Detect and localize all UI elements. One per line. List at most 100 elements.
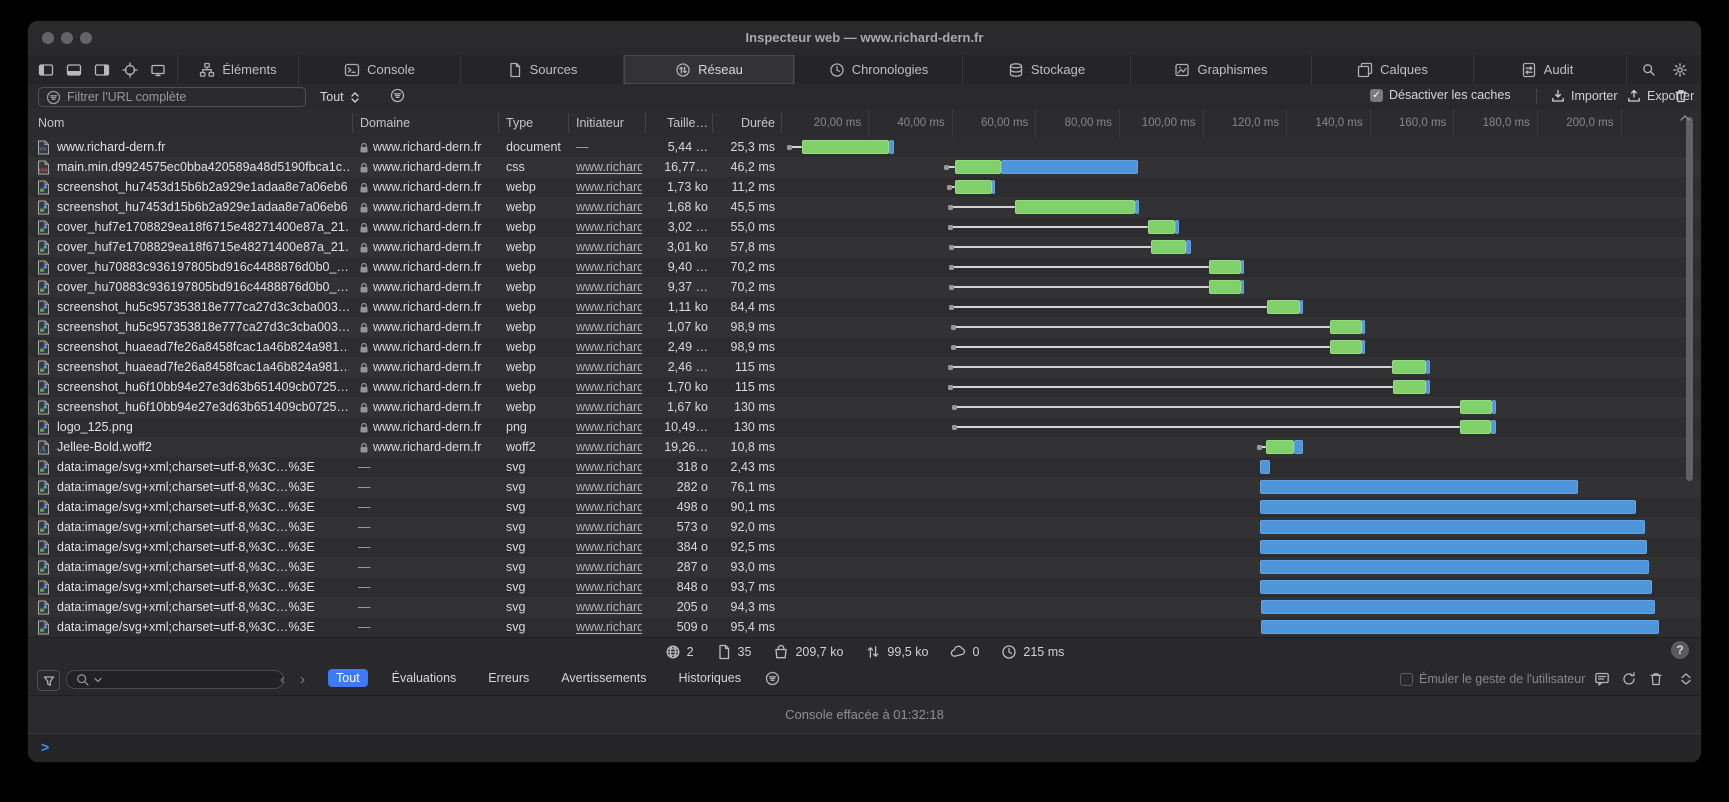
waterfall-bar-blue[interactable] xyxy=(1259,500,1637,514)
table-row[interactable]: logo_125.png www.richard-dern.fr png www.ri… xyxy=(28,417,1699,437)
waterfall-bar-green[interactable] xyxy=(1329,320,1362,334)
table-row[interactable]: A Jellee-Bold.woff2 www.richard-dern.fr wof… xyxy=(28,437,1699,457)
waterfall-bar-blue[interactable] xyxy=(1260,620,1660,634)
waterfall-bar-green[interactable] xyxy=(1391,360,1427,374)
table-row[interactable]: cover_hu70883c936197805bd916c4488876d0b0… xyxy=(28,257,1699,277)
column-header-domain[interactable]: Domaine xyxy=(360,116,411,130)
console-activity-icon[interactable] xyxy=(1621,671,1637,692)
request-initiator[interactable]: www.richard-d… xyxy=(576,380,642,394)
tab-graphics[interactable]: Graphismes xyxy=(1130,55,1311,84)
minimize-window-button[interactable] xyxy=(61,32,73,44)
search-icon[interactable] xyxy=(1639,60,1658,79)
help-button[interactable]: ? xyxy=(1671,641,1689,659)
waterfall-bar-green[interactable] xyxy=(1459,420,1491,434)
clear-network-button[interactable] xyxy=(1673,88,1689,104)
waterfall-bar-green[interactable] xyxy=(1015,200,1135,214)
waterfall-bar-blue[interactable] xyxy=(1492,400,1496,414)
waterfall-bar-green[interactable] xyxy=(955,160,1001,174)
request-initiator[interactable]: www.richard-d… xyxy=(576,460,642,474)
vertical-scrollbar-thumb[interactable] xyxy=(1686,117,1693,481)
console-forward-button[interactable]: › xyxy=(300,671,305,688)
tab-elements[interactable]: Éléments xyxy=(177,55,298,84)
console-scope-tout[interactable]: Tout xyxy=(328,669,368,687)
emulate-user-gesture-toggle[interactable]: Émuler le geste de l'utilisateur xyxy=(1400,672,1585,686)
console-prompt-row[interactable]: > xyxy=(28,733,1701,762)
table-row[interactable]: css main.min.d9924575ec0bba420589a48d5190… xyxy=(28,157,1699,177)
request-initiator[interactable]: www.richard-d… xyxy=(576,580,642,594)
table-row[interactable]: data:image/svg+xml;charset=utf-8,%3C…%3E… xyxy=(28,597,1699,617)
request-initiator[interactable]: www.richard-d… xyxy=(576,300,642,314)
table-row[interactable]: data:image/svg+xml;charset=utf-8,%3C…%3E… xyxy=(28,577,1699,597)
waterfall-bar-blue[interactable] xyxy=(889,140,894,154)
console-filter-menu-icon[interactable] xyxy=(765,671,780,686)
console-messages-icon[interactable] xyxy=(1594,671,1610,692)
dock-right-icon[interactable] xyxy=(92,60,111,79)
table-row[interactable]: data:image/svg+xml;charset=utf-8,%3C…%3E… xyxy=(28,537,1699,557)
table-row[interactable]: data:image/svg+xml;charset=utf-8,%3C…%3E… xyxy=(28,477,1699,497)
tab-storage[interactable]: Stockage xyxy=(962,55,1130,84)
request-initiator[interactable]: www.richard-d… xyxy=(576,240,642,254)
waterfall-bar-green[interactable] xyxy=(802,140,889,154)
table-row[interactable]: screenshot_hu7453d15b6b2a929e1adaa8e7a06… xyxy=(28,197,1699,217)
console-scope-évaluations[interactable]: Évaluations xyxy=(391,671,457,685)
waterfall-bar-blue[interactable] xyxy=(1260,520,1645,534)
console-scope-avertissements[interactable]: Avertissements xyxy=(561,671,647,685)
request-initiator[interactable]: www.richard-d… xyxy=(576,260,642,274)
waterfall-bar-blue[interactable] xyxy=(1361,320,1366,334)
waterfall-bar-blue[interactable] xyxy=(1260,580,1652,594)
column-header-type[interactable]: Type xyxy=(506,116,534,130)
request-initiator[interactable]: www.richard-d… xyxy=(576,160,642,174)
console-scope-button[interactable] xyxy=(37,670,60,691)
gear-icon[interactable] xyxy=(1670,60,1689,79)
table-row[interactable]: data:image/svg+xml;charset=utf-8,%3C…%3E… xyxy=(28,457,1699,477)
request-initiator[interactable]: www.richard-d… xyxy=(576,480,642,494)
tab-layers[interactable]: Calques xyxy=(1311,55,1473,84)
tab-timelines[interactable]: Chronologies xyxy=(794,55,962,84)
waterfall-bar-blue[interactable] xyxy=(1186,240,1192,254)
waterfall-bar-blue[interactable] xyxy=(1299,300,1304,314)
request-initiator[interactable]: www.richard-d… xyxy=(576,500,642,514)
request-initiator[interactable]: www.richard-d… xyxy=(576,600,642,614)
waterfall-bar-blue[interactable] xyxy=(1260,600,1655,614)
emulate-user-gesture-checkbox[interactable] xyxy=(1400,672,1413,686)
expand-console-button[interactable] xyxy=(1678,671,1694,692)
request-initiator[interactable]: www.richard-d… xyxy=(576,360,642,374)
element-selector-icon[interactable] xyxy=(120,60,139,79)
zoom-window-button[interactable] xyxy=(80,32,92,44)
waterfall-bar-blue[interactable] xyxy=(1426,360,1430,374)
table-row[interactable]: cover_huf7e1708829ea18f6715e48271400e87a… xyxy=(28,217,1699,237)
waterfall-bar-green[interactable] xyxy=(1208,280,1241,294)
table-row[interactable]: data:image/svg+xml;charset=utf-8,%3C…%3E… xyxy=(28,617,1699,637)
request-initiator[interactable]: www.richard-d… xyxy=(576,200,642,214)
clear-console-button[interactable] xyxy=(1648,671,1664,692)
request-initiator[interactable]: www.richard-d… xyxy=(576,620,642,634)
request-initiator[interactable]: www.richard-d… xyxy=(576,220,642,234)
waterfall-bar-blue[interactable] xyxy=(1175,220,1180,234)
console-search-field[interactable] xyxy=(66,670,284,689)
column-header-size[interactable]: Taille… xyxy=(667,116,708,130)
table-row[interactable]: screenshot_hu6f10bb94e27e3d63b651409cb07… xyxy=(28,377,1699,397)
request-initiator[interactable]: www.richard-d… xyxy=(576,280,642,294)
filter-menu-button[interactable] xyxy=(390,88,405,108)
waterfall-bar-blue[interactable] xyxy=(1259,460,1270,474)
url-filter-input[interactable]: Filtrer l'URL complète xyxy=(38,87,306,107)
waterfall-bar-blue[interactable] xyxy=(1361,340,1366,354)
request-initiator[interactable]: www.richard-d… xyxy=(576,420,642,434)
waterfall-bar-green[interactable] xyxy=(1208,260,1241,274)
waterfall-bar-green[interactable] xyxy=(1392,380,1427,394)
request-initiator[interactable]: www.richard-d… xyxy=(576,560,642,574)
waterfall-bar-blue[interactable] xyxy=(1426,380,1430,394)
table-row[interactable]: screenshot_hu5c957353818e777ca27d3c3cba0… xyxy=(28,317,1699,337)
close-window-button[interactable] xyxy=(42,32,54,44)
waterfall-bar-green[interactable] xyxy=(1151,240,1187,254)
table-row[interactable]: screenshot_hu6f10bb94e27e3d63b651409cb07… xyxy=(28,397,1699,417)
table-row[interactable]: screenshot_hu5c957353818e777ca27d3c3cba0… xyxy=(28,297,1699,317)
tab-network[interactable]: Réseau xyxy=(623,55,794,84)
waterfall-bar-green[interactable] xyxy=(1329,340,1362,354)
import-button[interactable]: Importer xyxy=(1550,88,1618,104)
table-row[interactable]: cover_huf7e1708829ea18f6715e48271400e87a… xyxy=(28,237,1699,257)
request-initiator[interactable]: www.richard-d… xyxy=(576,540,642,554)
waterfall-bar-blue[interactable] xyxy=(1260,540,1647,554)
waterfall-bar-blue[interactable] xyxy=(1240,280,1244,294)
scroll-up-icon[interactable] xyxy=(1678,111,1692,129)
